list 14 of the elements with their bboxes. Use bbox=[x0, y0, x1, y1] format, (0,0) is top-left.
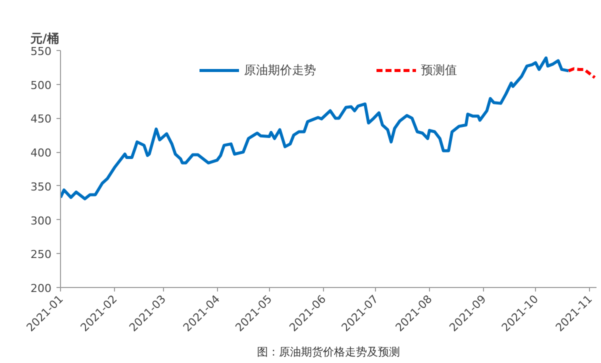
y-tick-label: 500 bbox=[30, 78, 52, 92]
y-tick-label: 400 bbox=[30, 146, 52, 160]
y-tick-label: 350 bbox=[30, 180, 52, 194]
line-series bbox=[567, 67, 596, 80]
y-tick-label: 200 bbox=[30, 282, 52, 295]
text: 图：原油期货价格走势及预测 bbox=[257, 346, 400, 358]
y-tick-label: 250 bbox=[30, 248, 52, 262]
y-tick-label: 300 bbox=[30, 214, 52, 228]
y-tick-label: 450 bbox=[30, 112, 52, 126]
legend-label: 预测值 bbox=[421, 62, 457, 78]
legend-label: 原油期价走势 bbox=[244, 62, 316, 78]
line-series bbox=[60, 56, 570, 200]
y-tick-label: 550 bbox=[30, 45, 52, 58]
y-axis-title: 元/桶 bbox=[30, 32, 59, 46]
